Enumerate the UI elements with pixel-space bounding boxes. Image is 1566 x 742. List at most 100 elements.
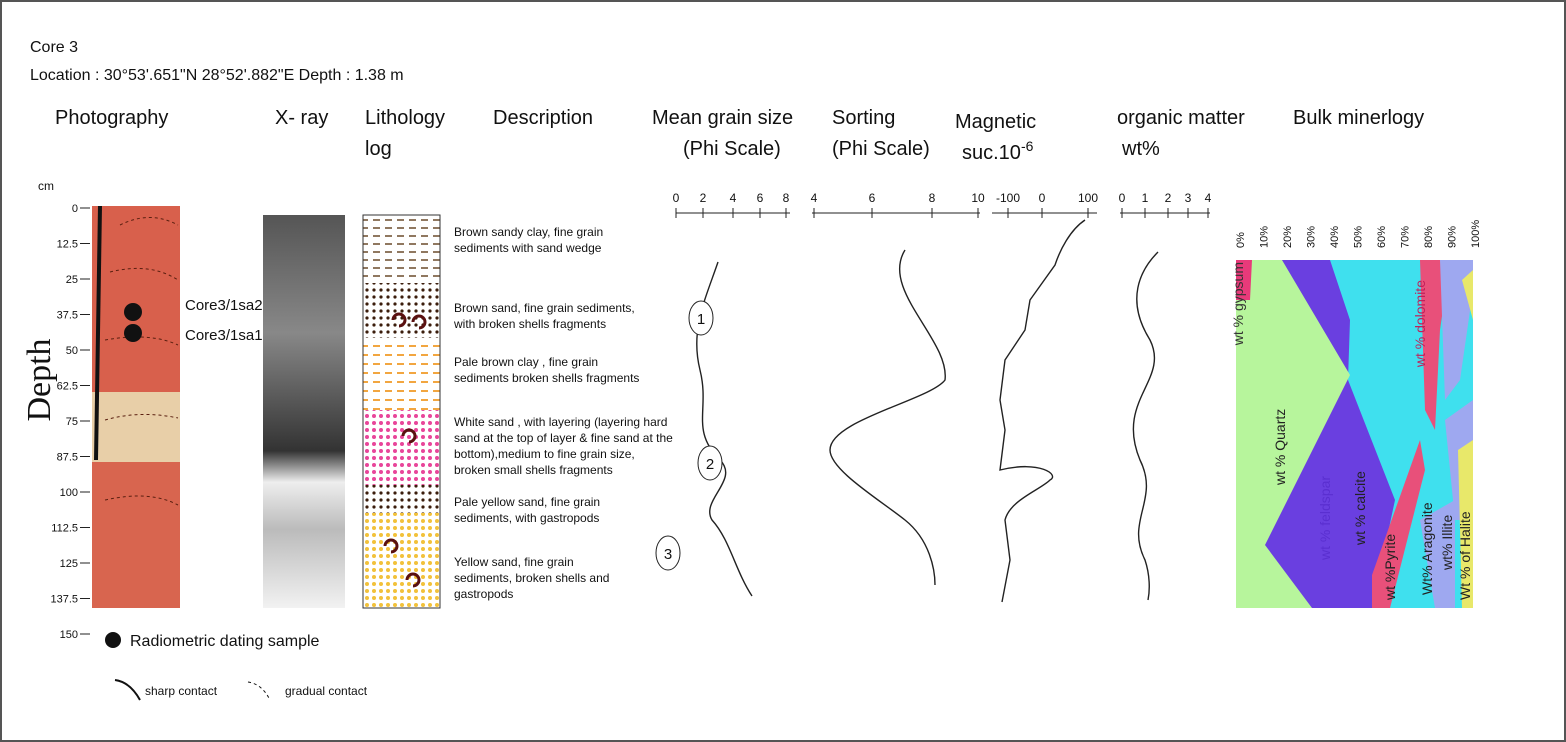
- mineral-label: wt % calcite: [1352, 471, 1368, 546]
- heading: wt%: [1121, 138, 1160, 160]
- lithology-log: [362, 214, 441, 609]
- sorting-curve: [829, 249, 946, 586]
- mineral-scale-label: 20%: [1282, 226, 1294, 248]
- mineral-scale-label: 40%: [1329, 226, 1341, 248]
- scale-label: 0: [1039, 191, 1046, 205]
- mineral-scale-label: 90%: [1447, 226, 1459, 248]
- description-line: with broken shells fragments: [453, 317, 606, 331]
- description-line: Pale yellow sand, fine grain: [454, 495, 600, 509]
- scale-label: 0: [673, 191, 680, 205]
- magnetic-curve: [999, 219, 1086, 603]
- heading: organic matter: [1117, 107, 1245, 129]
- mineral-scale-label: 10%: [1259, 226, 1271, 248]
- heading: Mean grain size: [652, 107, 793, 129]
- mineral-label: Wt% Aragonite: [1419, 502, 1435, 595]
- scale-label: 3: [1185, 191, 1192, 205]
- mineral-scale-label: 80%: [1423, 226, 1435, 248]
- mineral-label: wt % Quartz: [1272, 409, 1288, 486]
- sample-label: Core3/1sa1: [185, 327, 263, 344]
- mineral-scale-label: 70%: [1400, 226, 1412, 248]
- description-line: sand at the top of layer & fine sand at …: [454, 431, 673, 445]
- heading-part: suc.10: [962, 142, 1021, 164]
- mineralogy-areas: [1236, 260, 1473, 608]
- scale-label: 0: [1119, 191, 1126, 205]
- marker: [697, 445, 723, 481]
- depth-tick-label: 87.5: [57, 452, 78, 464]
- depth-tick-label: 0: [72, 203, 78, 215]
- core-name: Core 3: [30, 39, 78, 56]
- heading: (Phi Scale): [832, 138, 930, 160]
- scale-label: 2: [1165, 191, 1172, 205]
- location: Location : 30°53'.651"N 28°52'.882"E Dep…: [30, 67, 404, 84]
- description-line: Yellow sand, fine grain: [454, 555, 574, 569]
- organic-curve: [1132, 251, 1159, 601]
- description-line: Brown sand, fine grain sediments,: [454, 301, 635, 315]
- description-line: sediments, with gastropods: [454, 511, 599, 525]
- legend-label: gradual contact: [285, 684, 368, 698]
- heading: Description: [493, 107, 593, 129]
- depth-tick-label: 100: [60, 487, 78, 499]
- marker: [688, 300, 714, 336]
- mineral-scale-label: 60%: [1376, 226, 1388, 248]
- heading: suc.10-6: [962, 138, 1034, 164]
- scale-label: 4: [811, 191, 818, 205]
- mineral-label: wt %Pyrite: [1382, 534, 1398, 601]
- marker-label: 2: [706, 456, 714, 473]
- core-photo: [92, 205, 180, 608]
- description-line: Pale brown clay , fine grain: [454, 355, 598, 369]
- depth-tick-label: 50: [66, 345, 78, 357]
- mineral-label: wt % feldspar: [1317, 476, 1333, 561]
- legend-label: Radiometric dating sample: [130, 633, 320, 650]
- heading: Photography: [55, 107, 168, 129]
- depth-tick-label: 12.5: [57, 239, 78, 251]
- mineral-scale-label: 0%: [1235, 232, 1247, 248]
- depth-title: Depth: [21, 338, 58, 421]
- scale-label: 2: [700, 191, 707, 205]
- mineral-scale-label: 100%: [1470, 220, 1482, 248]
- legend-dot: [105, 632, 121, 648]
- description-line: sediments broken shells fragments: [454, 371, 639, 385]
- scale-label: -100: [996, 191, 1020, 205]
- scale-label: 6: [757, 191, 764, 205]
- depth-tick-label: 25: [66, 274, 78, 286]
- depth-tick-label: 37.5: [57, 310, 78, 322]
- description-line: broken small shells fragments: [454, 463, 613, 477]
- scale-label: 100: [1078, 191, 1098, 205]
- heading: X- ray: [275, 107, 328, 129]
- mineral-label: Wt % of Halite: [1457, 511, 1473, 600]
- mineral-scale-label: 30%: [1306, 226, 1318, 248]
- legend-sharp: [114, 679, 141, 701]
- description-line: Brown sandy clay, fine grain: [454, 225, 603, 239]
- marker: [655, 535, 681, 571]
- heading: Sorting: [832, 107, 895, 129]
- heading: Lithology: [365, 107, 445, 129]
- exponent: -6: [1021, 138, 1034, 154]
- sample-label: Core3/1sa2: [185, 297, 263, 314]
- depth-tick-label: 112.5: [51, 523, 78, 535]
- depth-tick-label: 125: [60, 558, 78, 570]
- legend-label: sharp contact: [145, 684, 218, 698]
- description-line: White sand , with layering (layering har…: [454, 415, 667, 429]
- heading: Magnetic: [955, 111, 1036, 133]
- xray-image: [263, 215, 345, 608]
- depth-tick-label: 137.5: [50, 594, 78, 606]
- scale-label: 10: [971, 191, 985, 205]
- heading: (Phi Scale): [683, 138, 781, 160]
- mineral-label: wt % dolomite: [1412, 280, 1428, 368]
- scale-label: 8: [783, 191, 790, 205]
- mineral-scale-label: 50%: [1353, 226, 1365, 248]
- scale-label: 6: [869, 191, 876, 205]
- depth-tick-label: 75: [66, 416, 78, 428]
- heading: log: [365, 138, 392, 160]
- depth-unit: cm: [38, 179, 54, 193]
- scale-label: 1: [1142, 191, 1149, 205]
- heading: Bulk minerlogy: [1293, 107, 1424, 129]
- scale-label: 4: [730, 191, 737, 205]
- scale-label: 8: [929, 191, 936, 205]
- description-line: sediments, broken shells and: [454, 571, 609, 585]
- description-line: bottom),medium to fine grain size,: [454, 447, 635, 461]
- mineral-label: wt % gypsum: [1230, 262, 1246, 346]
- depth-tick-label: 62.5: [57, 381, 78, 393]
- description-line: sediments with sand wedge: [454, 241, 602, 255]
